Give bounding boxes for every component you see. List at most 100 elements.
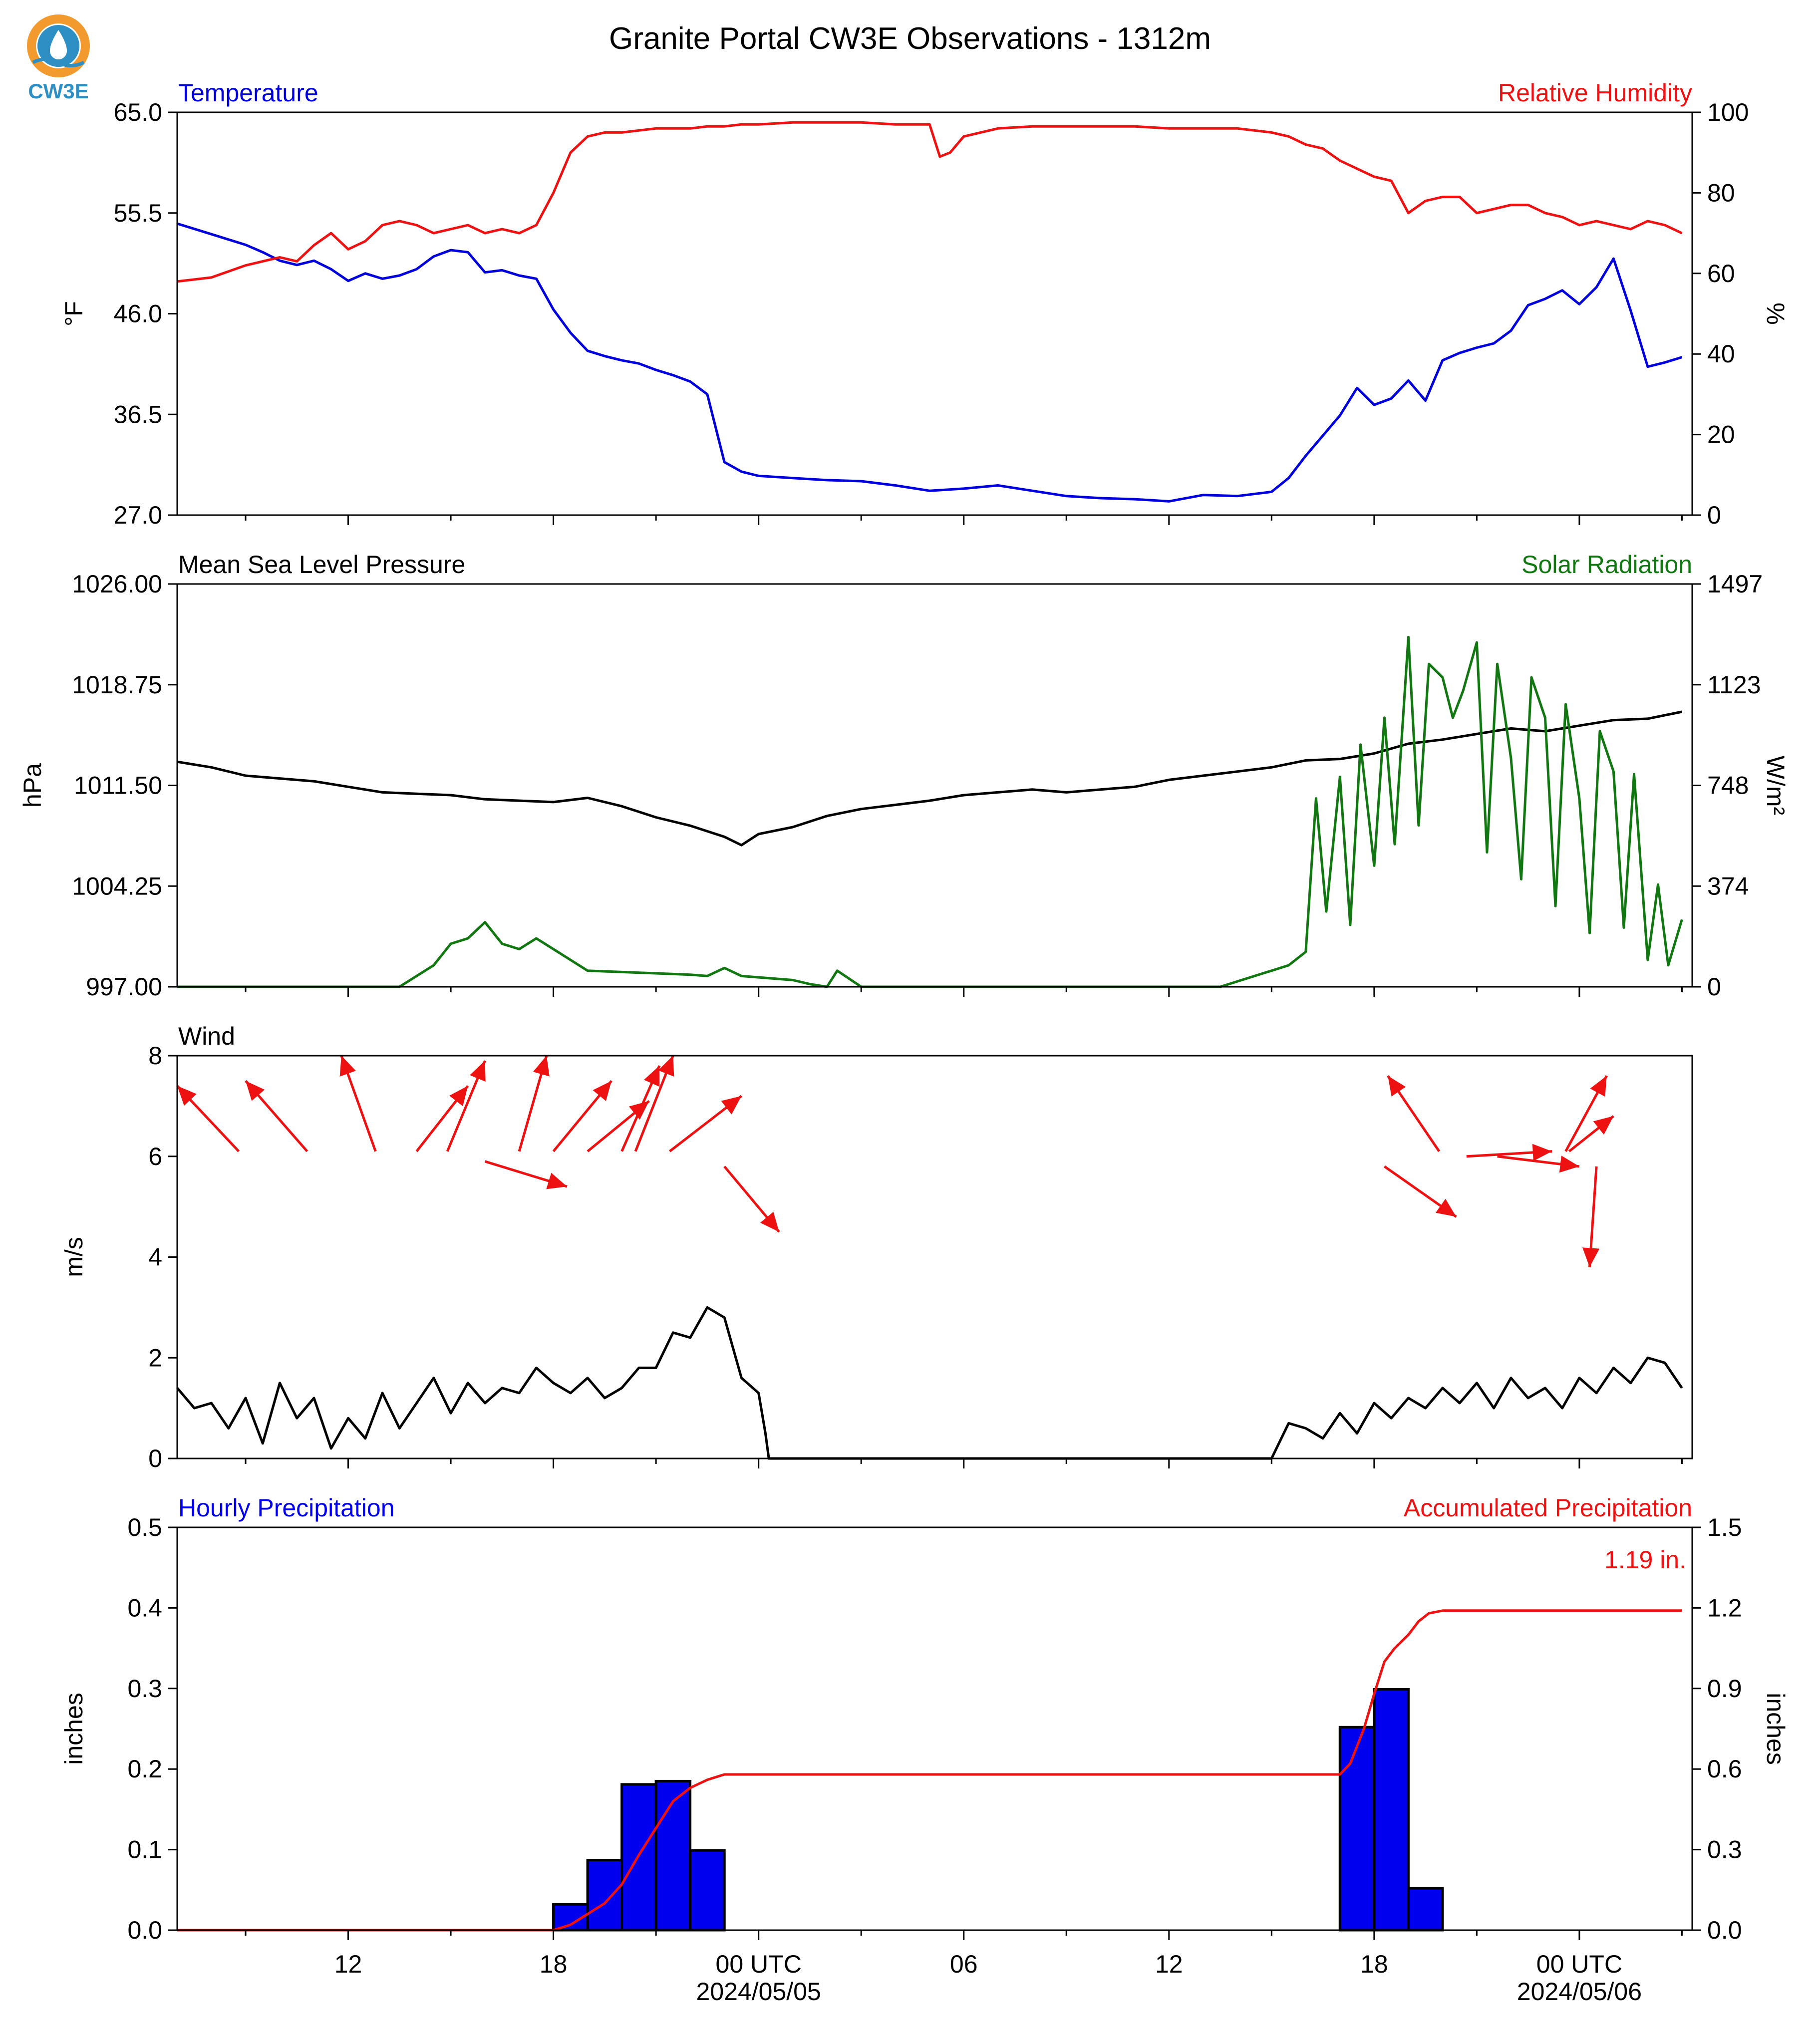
logo-wave — [32, 57, 85, 67]
y-tick-label: 0.4 — [127, 1594, 162, 1622]
wind-arrow — [620, 1065, 661, 1152]
wind-arrow — [552, 1080, 613, 1153]
wind-arrow-head — [721, 1096, 742, 1115]
wind-arrow — [518, 1055, 550, 1152]
y2-axis-label: inches — [1762, 1693, 1790, 1765]
y2-tick-label: 0.9 — [1707, 1675, 1742, 1703]
y-tick-label: 0.1 — [127, 1836, 162, 1864]
series-temperatureline — [177, 222, 1683, 503]
y-tick-label: 0 — [148, 1445, 162, 1472]
y-tick-label: 36.5 — [114, 400, 162, 428]
y2-tick-label: 374 — [1707, 872, 1749, 900]
wind-arrow — [669, 1095, 742, 1153]
y2-tick-label: 1.5 — [1707, 1513, 1742, 1541]
x-tick-label: 12 — [334, 1950, 362, 1978]
panel-right-title: Solar Radiation — [1521, 551, 1692, 579]
y2-tick-label: 0.0 — [1707, 1916, 1742, 1944]
y2-axis-label: W/m² — [1762, 756, 1790, 815]
wind-arrow — [1582, 1166, 1600, 1267]
series-solar-radiationline — [177, 635, 1683, 988]
wind-arrow — [634, 1055, 674, 1152]
series-relative-humidityline — [177, 121, 1683, 283]
water-drop-sun-icon — [50, 30, 67, 59]
x-tick-label: 18 — [1360, 1950, 1388, 1978]
cw3e-logo: CW3E — [27, 14, 90, 103]
precip-bar — [586, 1859, 623, 1932]
y2-tick-label: 1.2 — [1707, 1594, 1742, 1622]
wind-arrow — [1466, 1144, 1552, 1161]
wind-arrow-head — [1593, 1116, 1614, 1135]
series-windline — [176, 1306, 1683, 1460]
wind-arrow — [415, 1085, 469, 1153]
precip-bar — [654, 1779, 692, 1932]
wind-arrow — [484, 1160, 568, 1189]
wind-arrows — [176, 1055, 1614, 1267]
y-tick-label: 46.0 — [114, 300, 162, 328]
wind-arrow-head — [1436, 1198, 1457, 1217]
y2-axis-label: % — [1762, 302, 1790, 324]
y-tick-label: 27.0 — [114, 501, 162, 529]
precip-bar — [1338, 1726, 1376, 1932]
y-tick-label: 2 — [148, 1344, 162, 1372]
precip-bar — [620, 1783, 657, 1932]
y-tick-label: 6 — [148, 1143, 162, 1170]
panel-left-title: Hourly Precipitation — [178, 1494, 395, 1522]
wind-arrow — [723, 1165, 780, 1233]
wind-arrow — [1497, 1155, 1580, 1173]
y2-tick-label: 748 — [1707, 772, 1749, 800]
y2-tick-label: 60 — [1707, 260, 1735, 288]
y-axis-label: °F — [60, 301, 88, 326]
y2-tick-label: 100 — [1707, 98, 1749, 126]
panel-frame — [176, 1526, 1693, 1931]
wind-arrow-head — [533, 1056, 550, 1077]
y2-tick-label: 0.3 — [1707, 1836, 1742, 1864]
x-tick-date-label: 2024/05/05 — [696, 1978, 821, 2006]
wind-arrow-head — [246, 1081, 265, 1101]
y-tick-label: 0.3 — [127, 1675, 162, 1703]
y-tick-label: 1011.50 — [74, 772, 162, 800]
y2-tick-label: 0 — [1707, 501, 1721, 529]
x-tick-label: 06 — [950, 1950, 978, 1978]
wind-arrow — [1564, 1075, 1608, 1152]
wind-arrow-head — [470, 1061, 486, 1082]
y-tick-label: 55.5 — [114, 199, 162, 227]
y2-tick-label: 40 — [1707, 340, 1735, 368]
y-tick-label: 1004.25 — [72, 872, 162, 900]
panel-temp-rh: Temperature Relative Humidity 27.0 36.5 46.0… — [60, 79, 1790, 529]
wind-arrow — [446, 1060, 486, 1152]
x-tick-label: 12 — [1155, 1950, 1183, 1978]
accum-total-label: 1.19 in. — [1604, 1546, 1686, 1574]
logo-text: CW3E — [28, 79, 88, 103]
precip-bar — [1407, 1887, 1444, 1932]
y-axis-label: m/s — [60, 1237, 88, 1277]
precip-bar — [689, 1849, 726, 1932]
wind-arrow-head — [177, 1086, 197, 1106]
wind-arrow — [1383, 1165, 1457, 1218]
wind-arrow-head — [643, 1066, 660, 1087]
wind-arrow-head — [449, 1086, 468, 1107]
x-tick-label: 00 UTC — [716, 1950, 802, 1978]
precip-bar — [1373, 1688, 1410, 1932]
wind-arrow-head — [658, 1056, 674, 1077]
wind-arrow-head — [760, 1211, 779, 1232]
x-tick-label: 00 UTC — [1536, 1950, 1622, 1978]
wind-arrow-head — [546, 1172, 568, 1189]
y2-tick-label: 0 — [1707, 973, 1721, 1001]
y-axis-label: inches — [60, 1693, 88, 1765]
y-tick-label: 1018.75 — [72, 671, 162, 699]
wind-arrow — [1387, 1075, 1441, 1153]
wind-arrow — [339, 1055, 377, 1152]
panel-left-title: Mean Sea Level Pressure — [178, 551, 465, 579]
x-tick-date-label: 2024/05/06 — [1517, 1978, 1642, 2006]
x-tick-label: 18 — [540, 1950, 568, 1978]
hourly-precip-bars — [552, 1688, 1444, 1932]
wind-arrow-head — [1582, 1247, 1600, 1267]
wind-arrow — [245, 1080, 308, 1153]
logo-sun-ring — [27, 14, 90, 77]
panel-right-title: Accumulated Precipitation — [1404, 1494, 1692, 1522]
panel-left-title: Temperature — [178, 79, 318, 107]
y2-tick-label: 1497 — [1707, 570, 1763, 598]
panel-pressure-solar: Mean Sea Level Pressure Solar Radiation 99… — [18, 551, 1790, 1001]
wind-arrow — [1568, 1115, 1614, 1153]
